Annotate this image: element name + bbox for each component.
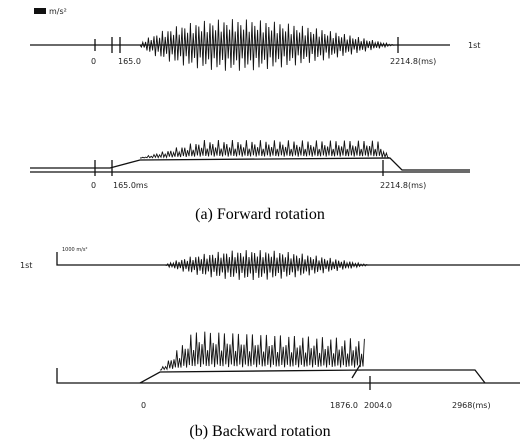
baseline bbox=[30, 157, 470, 171]
caption: (a) Forward rotation bbox=[195, 206, 325, 223]
oscillation bbox=[159, 331, 365, 371]
time-label: 2214.8(ms) bbox=[390, 57, 436, 66]
waveform bbox=[139, 19, 395, 71]
unit-label: m/s² bbox=[49, 7, 67, 16]
time-label: 2214.8(ms) bbox=[380, 181, 426, 190]
time-label: 1876.0 bbox=[330, 401, 358, 410]
time-label: 165.0 bbox=[118, 57, 141, 66]
waveform bbox=[139, 140, 390, 159]
time-label: 2968(ms) bbox=[452, 401, 491, 410]
time-label: 0 bbox=[91, 57, 96, 66]
waveform bbox=[164, 250, 370, 281]
scale-mark bbox=[34, 8, 46, 14]
caption: (b) Backward rotation bbox=[189, 423, 330, 440]
time-label: 2004.0 bbox=[364, 401, 392, 410]
waveform bbox=[159, 331, 365, 371]
oscillation bbox=[139, 140, 390, 159]
time-label: 165.0ms bbox=[113, 181, 148, 190]
unit-label: 1000 m/s² bbox=[62, 247, 87, 253]
baseline bbox=[56, 368, 520, 384]
time-label: 0 bbox=[91, 181, 96, 190]
time-label: 0 bbox=[141, 401, 146, 410]
trace-label: 1st bbox=[468, 41, 480, 50]
trace-label: 1st bbox=[20, 261, 32, 270]
annotation-arrow bbox=[351, 364, 361, 379]
oscillation bbox=[164, 250, 370, 281]
baseline bbox=[139, 369, 486, 384]
oscillation bbox=[139, 19, 395, 71]
